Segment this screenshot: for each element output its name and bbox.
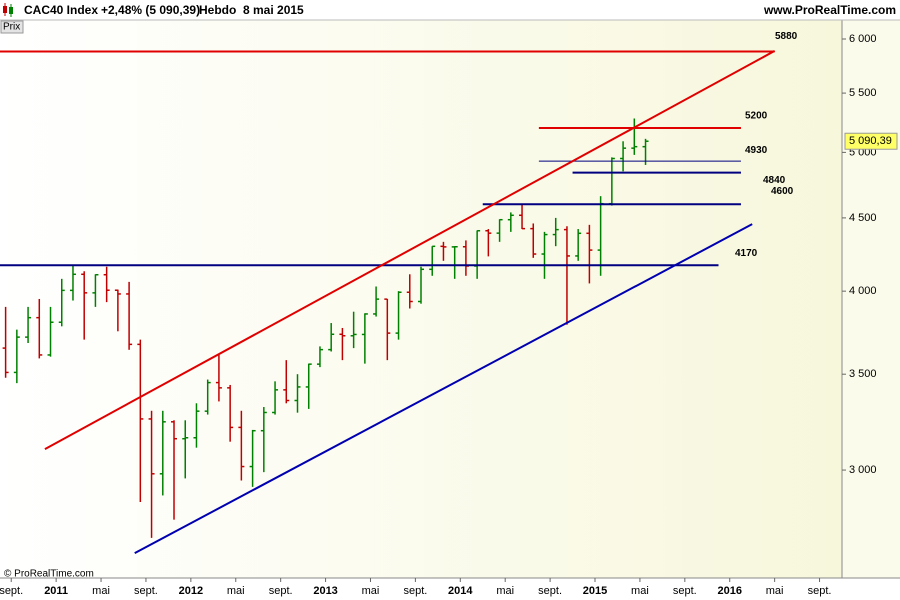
x-tick-label: mai	[92, 585, 110, 597]
x-tick-label: mai	[227, 585, 245, 597]
y-tick-label: 3 000	[849, 464, 877, 476]
trend-line	[134, 223, 753, 554]
instrument: CAC40 Index	[24, 3, 98, 17]
y-tick-label: 4 000	[849, 285, 877, 297]
panel-tab	[0, 20, 24, 34]
site: www.ProRealTime.com	[763, 3, 896, 17]
x-tick-label: sept.	[673, 585, 697, 597]
level-label: 5200	[745, 111, 768, 122]
x-tick-label: 2012	[179, 585, 203, 597]
copyright: © ProRealTime.com	[4, 569, 94, 580]
x-tick-label: sept.	[403, 585, 427, 597]
level-label: 4170	[735, 248, 758, 259]
x-tick-label: sept.	[808, 585, 832, 597]
x-tick-label: sept.	[134, 585, 158, 597]
y-tick-label: 5 500	[849, 87, 877, 99]
change: +2,48% (5 090,39)	[101, 3, 200, 17]
x-tick-label: 2014	[448, 585, 473, 597]
panel-label: Prix	[3, 22, 20, 33]
level-label: 4930	[745, 145, 768, 156]
x-tick-label: mai	[631, 585, 649, 597]
y-tick-label: 3 500	[849, 368, 877, 380]
x-tick-label: sept.	[269, 585, 293, 597]
level-label: 4600	[771, 186, 794, 197]
x-tick-label: 2013	[313, 585, 337, 597]
x-tick-label: 2015	[583, 585, 607, 597]
date: 8 mai 2015	[243, 3, 304, 17]
x-tick-label: mai	[362, 585, 380, 597]
x-tick-label: mai	[496, 585, 514, 597]
x-tick-label: 2011	[44, 585, 68, 597]
level-label: 5880	[775, 31, 798, 42]
y-tick-label: 4 500	[849, 212, 877, 224]
last-price-box	[844, 132, 898, 150]
last-price-label: 5 090,39	[849, 135, 892, 147]
x-tick-label: mai	[766, 585, 784, 597]
y-axis-area	[842, 20, 900, 578]
period: Hebdo	[199, 3, 236, 17]
trend-line	[44, 50, 776, 450]
x-tick-label: sept.	[538, 585, 562, 597]
x-tick-label: 2016	[717, 585, 741, 597]
icon	[3, 3, 13, 17]
y-tick-label: 6 000	[849, 33, 877, 45]
level-label: 4840	[763, 175, 786, 186]
x-tick-label: sept.	[0, 585, 23, 597]
